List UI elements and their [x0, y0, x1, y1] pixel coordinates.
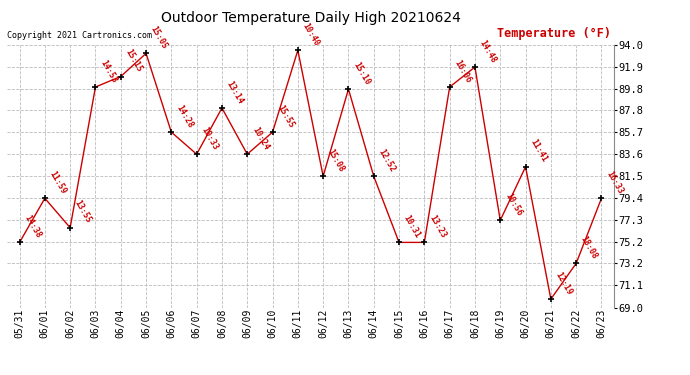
Text: 15:08: 15:08 [326, 147, 346, 174]
Text: 11:41: 11:41 [529, 138, 549, 164]
Text: 16:06: 16:06 [453, 58, 473, 84]
Text: 14:53: 14:53 [98, 58, 119, 84]
Text: 10:40: 10:40 [301, 21, 321, 48]
Text: 14:48: 14:48 [477, 38, 498, 64]
Text: 10:24: 10:24 [250, 125, 270, 152]
Text: 15:10: 15:10 [351, 60, 371, 86]
Text: 13:14: 13:14 [225, 79, 245, 105]
Text: 10:31: 10:31 [402, 213, 422, 240]
Text: 13:55: 13:55 [73, 199, 93, 225]
Text: 11:59: 11:59 [48, 170, 68, 195]
Text: 16:33: 16:33 [604, 170, 624, 195]
Text: Outdoor Temperature Daily High 20210624: Outdoor Temperature Daily High 20210624 [161, 11, 460, 25]
Text: 15:05: 15:05 [149, 24, 169, 51]
Text: 10:56: 10:56 [503, 191, 523, 217]
Text: 18:08: 18:08 [579, 234, 599, 261]
Text: Copyright 2021 Cartronics.com: Copyright 2021 Cartronics.com [7, 31, 152, 40]
Text: Temperature (°F): Temperature (°F) [497, 27, 611, 40]
Text: 14:28: 14:28 [174, 103, 195, 129]
Text: 15:55: 15:55 [275, 103, 295, 129]
Text: 13:23: 13:23 [427, 213, 447, 240]
Text: 12:19: 12:19 [553, 270, 574, 296]
Text: 12:52: 12:52 [377, 147, 397, 174]
Text: 14:38: 14:38 [22, 213, 43, 240]
Text: 10:33: 10:33 [199, 125, 219, 152]
Text: 15:15: 15:15 [124, 48, 144, 74]
